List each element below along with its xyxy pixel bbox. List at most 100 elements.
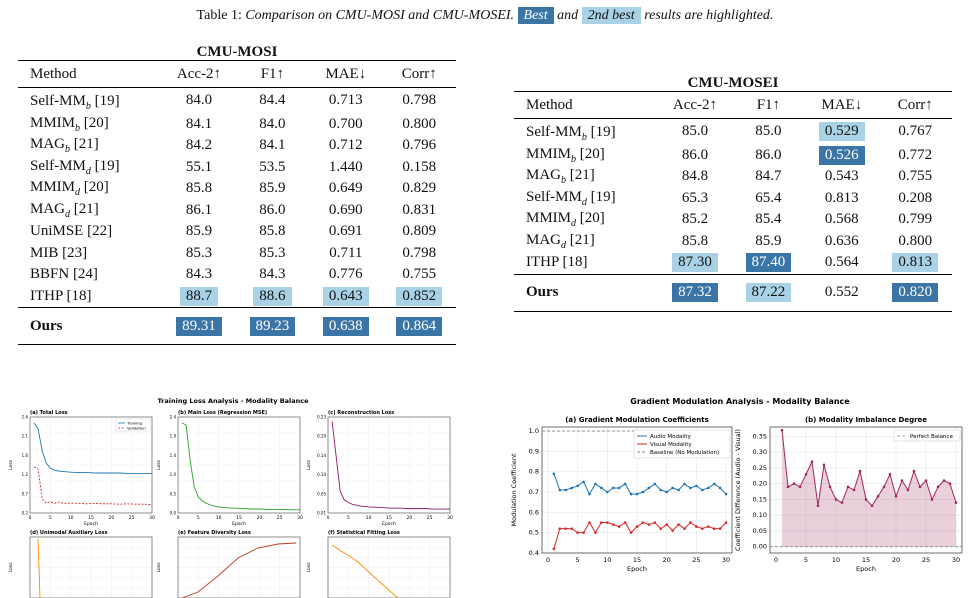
plot-frame: [177, 536, 301, 598]
table-row: MMIMd [20] 85.2 85.4 0.568 0.799: [514, 209, 952, 231]
plot-frame: [327, 536, 451, 598]
value-cell: 84.1: [236, 135, 309, 157]
data-point: [558, 527, 562, 530]
method-reference: [19]: [90, 157, 120, 174]
value-cell: 84.3: [162, 264, 235, 286]
series-line: [331, 421, 450, 510]
metric-value: 0.755: [898, 168, 933, 185]
metric-value: 85.0: [681, 123, 709, 140]
mosei-title: CMU-MOSEI: [514, 75, 952, 92]
fig2-title: Gradient Modulation Analysis - Modality …: [630, 397, 850, 406]
y-tick-label: 0.2: [22, 511, 29, 516]
table-row: MAGd [21] 86.1 86.0 0.690 0.831: [18, 200, 456, 222]
legend-box: [633, 429, 731, 459]
data-point: [570, 486, 573, 490]
metric-value: 0.800: [402, 115, 437, 132]
value-cell: 0.800: [879, 231, 952, 253]
data-point: [683, 482, 686, 486]
method-name: MMIM: [30, 179, 76, 196]
value-cell: 0.690: [309, 200, 382, 222]
data-point: [641, 490, 645, 494]
y-tick-label: 1.9: [170, 434, 177, 439]
x-tick-label: 15: [862, 556, 870, 564]
series-line: [37, 538, 41, 598]
mosi-header-2: F1↑: [235, 60, 310, 88]
y-tick-label: 0.10: [753, 511, 767, 519]
y-tick-label: 0.30: [753, 448, 767, 456]
y-tick-label: 0.01: [317, 511, 326, 516]
y-tick-label: 0.23: [317, 415, 326, 420]
method-cell: Self-MMb [19]: [18, 88, 162, 114]
metric-value: 0.796: [402, 137, 437, 154]
y-tick-label: 0.7: [22, 491, 29, 496]
legend-label: Baseline (No Modulation): [650, 450, 719, 456]
method-cell: MAGd [21]: [514, 231, 658, 253]
metric-value: 0.526: [818, 145, 865, 165]
table-row: BBFN [24] 84.3 84.3 0.776 0.755: [18, 264, 456, 286]
data-point: [894, 495, 898, 498]
data-point: [683, 527, 686, 530]
data-point: [665, 523, 668, 526]
x-tick-label: 25: [129, 515, 135, 521]
data-point: [629, 492, 633, 496]
value-cell: 85.0: [732, 119, 805, 145]
table-row: MAGd [21] 85.8 85.9 0.636 0.800: [514, 231, 952, 253]
value-cell: 0.755: [383, 264, 456, 286]
value-cell: 84.8: [658, 166, 731, 188]
metric-value: 0.568: [824, 211, 859, 228]
data-point: [659, 527, 663, 530]
metric-value: 85.8: [185, 180, 213, 197]
series-line: [33, 422, 152, 474]
metric-value: 0.800: [898, 232, 933, 249]
x-tick-label: 0: [546, 556, 550, 564]
metric-value: 0.649: [328, 180, 363, 197]
data-point: [582, 480, 585, 484]
y-tick-label: 0.8: [529, 468, 539, 476]
metric-value: 87.32: [672, 283, 718, 302]
y-tick-label: 0.35: [753, 432, 767, 440]
y-tick-label: 1.4: [170, 453, 177, 458]
method-name: Self-MM: [30, 157, 86, 174]
x-tick-label: 25: [692, 556, 700, 564]
table-row: ITHP [18] 88.7 88.6 0.643 0.852: [18, 286, 456, 308]
method-reference: [19]: [90, 93, 120, 110]
method-reference: [23]: [58, 244, 88, 261]
plot-frame: [541, 426, 733, 554]
panel-title: (b) Modality Imbalance Degree: [805, 416, 927, 424]
method-name: MAG: [526, 231, 562, 248]
metric-value: 87.30: [672, 253, 718, 273]
table-caption: Table 1: Comparison on CMU-MOSI and CMU-…: [0, 7, 970, 24]
value-cell: 84.1: [162, 114, 235, 136]
metric-value: 0.713: [328, 92, 363, 109]
metric-value: 0.772: [898, 146, 933, 163]
data-point: [641, 521, 645, 524]
metric-value: 84.1: [259, 137, 286, 154]
metric-value: 86.0: [681, 146, 709, 163]
value-cell: 84.7: [732, 166, 805, 188]
value-cell: 85.4: [732, 209, 805, 231]
value-cell: 65.3: [658, 188, 731, 210]
metric-value: 85.3: [259, 244, 286, 261]
value-cell: 0.796: [383, 135, 456, 157]
value-cell: 85.8: [658, 231, 731, 253]
y-tick-label: 0.7: [529, 488, 539, 496]
metric-value: 85.8: [681, 232, 709, 249]
data-point: [653, 482, 657, 486]
caption-prefix: Table 1:: [196, 8, 246, 23]
y-tick-label: 2.1: [22, 434, 29, 439]
metric-value: 0.798: [402, 244, 437, 261]
value-cell: 0.809: [383, 221, 456, 243]
method-name: MAG: [526, 167, 562, 184]
value-cell: 0.649: [309, 178, 382, 200]
metric-value: 0.829: [402, 180, 437, 197]
method-name: UniMSE: [30, 223, 84, 240]
data-point: [635, 525, 639, 528]
data-point: [677, 488, 680, 492]
caption-text: Comparison on CMU-MOSI and CMU-MOSEI.: [245, 8, 515, 23]
metric-value: 0.799: [898, 211, 933, 228]
table-row: UniMSE [22] 85.9 85.8 0.691 0.809: [18, 221, 456, 243]
metric-value: 0.690: [328, 201, 363, 218]
method-name: MAG: [30, 200, 66, 217]
x-tick-label: 20: [256, 515, 262, 521]
mosei-header-row: Method Acc-2↑ F1↑ MAE↓ Corr↑: [514, 91, 952, 119]
